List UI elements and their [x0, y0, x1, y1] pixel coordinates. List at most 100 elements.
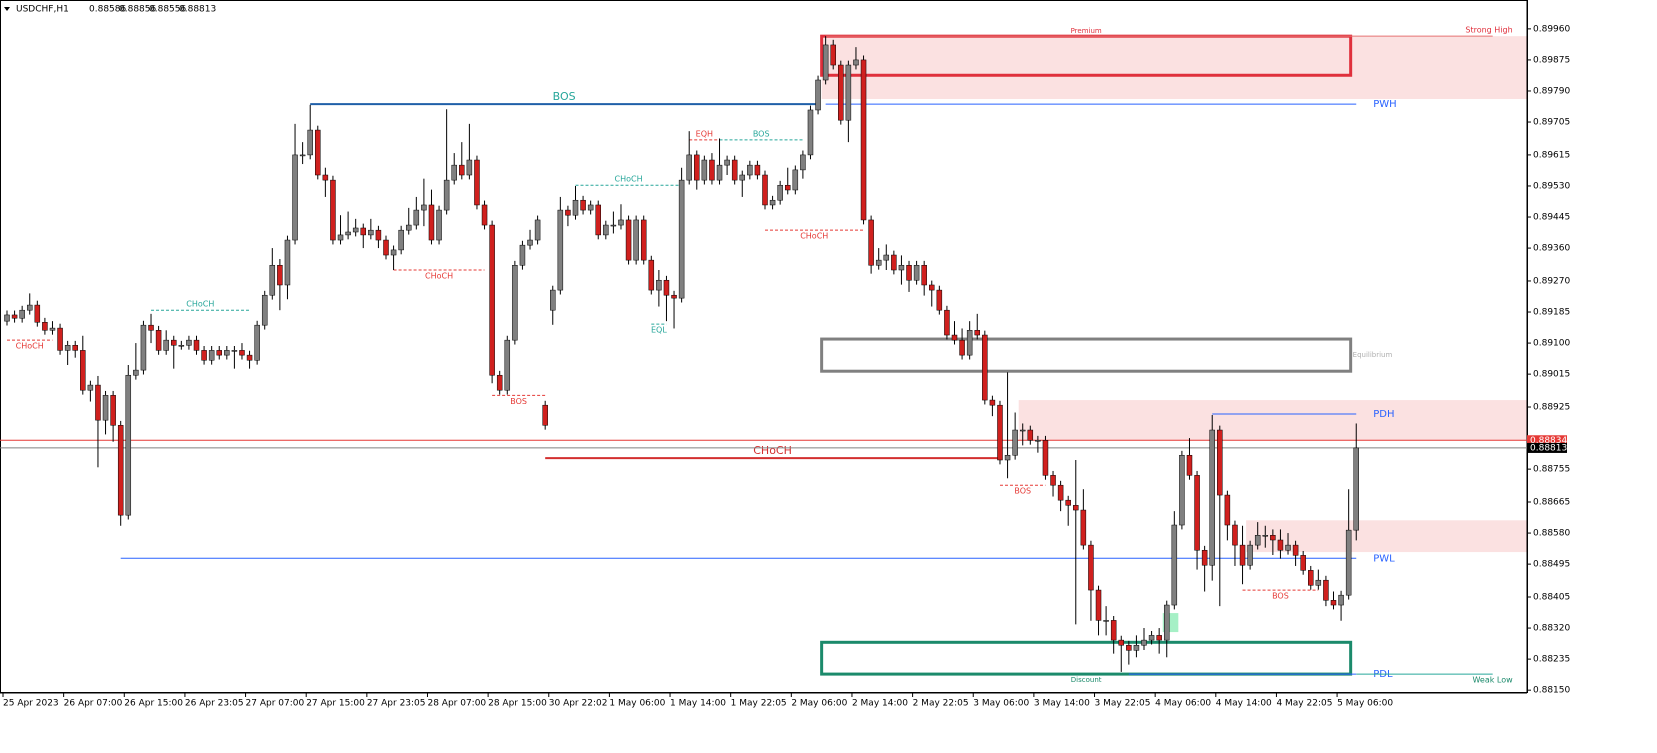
y-tick-label: 0.88405 [1533, 593, 1570, 603]
y-tick-label: 0.89270 [1533, 276, 1570, 286]
level-label: BOS [1272, 592, 1289, 601]
price-label: 0.88813 [1530, 443, 1567, 453]
candle-body [974, 330, 980, 336]
zone [820, 337, 1353, 373]
candle-body [1019, 429, 1026, 432]
candle-body [868, 219, 874, 266]
candle-body [1239, 544, 1246, 566]
candle-body [1247, 544, 1253, 566]
y-tick-label: 0.89015 [1533, 370, 1570, 380]
candle-body [19, 309, 25, 319]
zone-label: Equilibrium [1353, 351, 1393, 359]
candle-body [1004, 454, 1011, 461]
candle-body [140, 324, 147, 371]
candle-body [1315, 579, 1322, 586]
level-label: EQL [651, 326, 667, 335]
candle-body [345, 231, 351, 236]
candle-body [330, 179, 336, 241]
candle-body [383, 239, 389, 256]
candle-body [1163, 604, 1170, 641]
candle-body [1027, 429, 1034, 441]
candle-body [1103, 620, 1109, 622]
candle-body [906, 265, 912, 281]
y-tick-label: 0.89185 [1533, 308, 1570, 318]
candle-body [360, 227, 367, 236]
x-tick-label: 1 May 14:00 [670, 699, 726, 709]
candle-body [1080, 509, 1087, 546]
x-tick-label: 26 Apr 07:00 [64, 699, 123, 709]
candle-body [1171, 524, 1178, 606]
candle-body [443, 179, 450, 211]
candle-body [777, 184, 783, 201]
candle-body [1345, 529, 1352, 596]
x-tick-label: 25 Apr 2023 [3, 699, 59, 709]
candle-body [1095, 589, 1102, 621]
candle-body [989, 399, 996, 406]
x-tick-label: 4 May 22:05 [1276, 699, 1332, 709]
candle-body [1232, 524, 1238, 546]
x-tick-label: 4 May 06:00 [1155, 699, 1211, 709]
level-label: BOS [510, 397, 527, 406]
candle-body [769, 199, 776, 206]
candle-body [413, 209, 420, 226]
candle-body [125, 374, 132, 516]
candle-body [982, 334, 988, 401]
candle-body [1073, 505, 1079, 511]
candle-body [784, 184, 791, 191]
candle-body [133, 369, 139, 376]
zone-label: Premium [1071, 27, 1102, 35]
level-label: Strong High [1465, 26, 1512, 35]
candle-body [1323, 579, 1329, 601]
candle-body [261, 294, 268, 326]
candle-body [155, 330, 162, 351]
candle-body [26, 304, 33, 311]
x-tick-label: 3 May 06:00 [973, 699, 1029, 709]
candle-body [421, 204, 427, 211]
x-tick-label: 3 May 14:00 [1034, 699, 1090, 709]
candle-body [34, 304, 41, 323]
candle-body [709, 159, 715, 181]
y-tick-label: 0.88665 [1533, 498, 1570, 508]
symbol: USDCHF,H1 [16, 5, 69, 15]
header-low: 0.88556 [149, 5, 186, 15]
candle-body [1186, 454, 1193, 476]
candle-body [1126, 644, 1132, 651]
candle-body [822, 44, 829, 81]
candle-body [72, 345, 78, 351]
candle-body [678, 179, 685, 299]
level-label: BOS [553, 90, 576, 103]
candle-body [224, 350, 230, 356]
candle-body [815, 79, 821, 111]
candle-body [853, 59, 859, 66]
candle-body [625, 219, 632, 261]
candle-body [102, 395, 109, 421]
y-tick-label: 0.89705 [1533, 118, 1570, 128]
candle-body [390, 249, 397, 256]
level-label: CHoCH [186, 300, 214, 309]
candle-body [512, 265, 518, 341]
candle-body [163, 339, 169, 351]
candle-body [618, 219, 624, 226]
candle-body [1338, 594, 1344, 606]
level-label: CHoCH [800, 232, 828, 241]
candle-body [966, 330, 973, 356]
candle-body [436, 209, 442, 241]
candle-body [231, 350, 238, 352]
y-tick-label: 0.88150 [1533, 686, 1570, 696]
x-tick-label: 27 Apr 15:00 [306, 699, 365, 709]
candle-body [648, 259, 655, 291]
candle-body [595, 204, 601, 236]
candle-body [800, 154, 806, 171]
candle-body [739, 174, 746, 181]
candle-body [671, 294, 677, 299]
x-tick-label: 28 Apr 15:00 [488, 699, 547, 709]
candle-body [80, 350, 86, 391]
candle-body [64, 345, 71, 351]
candle-body [754, 164, 761, 176]
candle-body [307, 129, 313, 156]
candle-body [459, 164, 465, 176]
candle-body [87, 384, 94, 391]
level-label: CHoCH [753, 444, 792, 457]
candle-body [921, 265, 927, 286]
candle-body [171, 339, 177, 346]
